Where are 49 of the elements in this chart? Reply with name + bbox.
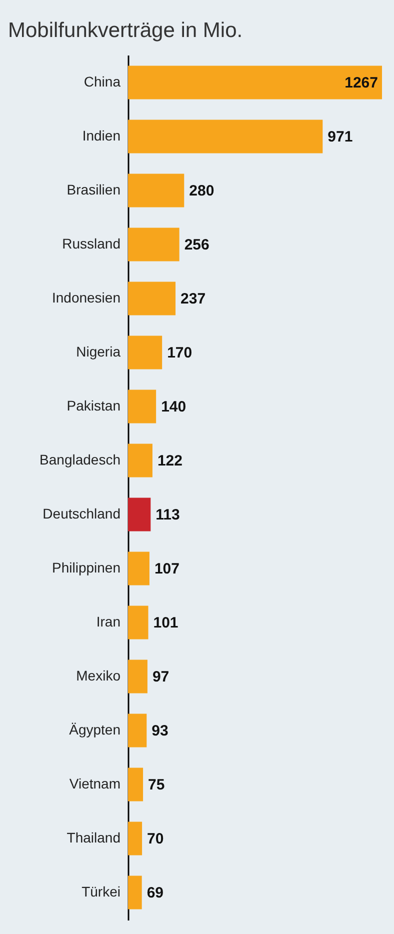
y-tick-label: Mexiko — [76, 667, 121, 684]
data-label: 280 — [189, 182, 214, 200]
bar — [128, 174, 184, 208]
bar — [128, 768, 144, 802]
data-label: 122 — [157, 452, 182, 470]
y-tick-label: Pakistan — [66, 398, 120, 414]
bar — [128, 444, 152, 478]
data-label: 170 — [167, 344, 192, 362]
data-label: 256 — [184, 236, 210, 254]
bar — [128, 822, 142, 856]
data-label: 237 — [180, 290, 206, 308]
bar — [128, 336, 162, 370]
y-tick-label: Deutschland — [42, 505, 120, 522]
y-tick-label: Indonesien — [52, 290, 120, 306]
data-label: 113 — [156, 506, 180, 524]
data-label: 70 — [147, 830, 164, 848]
bar — [128, 714, 147, 748]
y-tick-label: Brasilien — [66, 182, 120, 198]
data-label: 1267 — [344, 74, 378, 92]
bar — [128, 66, 382, 100]
chart-title: Mobilfunkverträge in Mio. — [8, 19, 243, 42]
bar — [128, 390, 156, 424]
y-tick-label: Türkei — [82, 883, 120, 900]
y-tick-label: Thailand — [66, 829, 120, 846]
data-label: 69 — [146, 884, 164, 902]
y-tick-label: Philippinen — [52, 559, 120, 576]
bar — [128, 228, 180, 262]
bar — [128, 552, 150, 586]
bar — [128, 498, 151, 532]
data-label: 93 — [152, 722, 168, 740]
bar — [128, 120, 323, 154]
y-tick-label: Vietnam — [69, 775, 120, 792]
data-label: 97 — [152, 668, 170, 686]
y-tick-label: Russland — [62, 236, 120, 252]
y-tick-label: China — [84, 74, 121, 90]
y-tick-label: Bangladesch — [40, 452, 120, 468]
bar — [128, 660, 148, 694]
y-tick-label: Iran — [96, 613, 120, 630]
bar — [128, 282, 176, 316]
data-label: 107 — [154, 560, 180, 578]
bar — [128, 606, 148, 640]
data-label: 140 — [161, 398, 186, 416]
y-tick-label: Nigeria — [76, 344, 121, 360]
data-label: 101 — [153, 614, 178, 632]
data-label: 75 — [148, 776, 165, 794]
bar — [128, 876, 142, 910]
data-label: 971 — [328, 128, 353, 146]
y-tick-label: Indien — [82, 128, 120, 144]
y-tick-label: Ägypten — [69, 721, 120, 738]
